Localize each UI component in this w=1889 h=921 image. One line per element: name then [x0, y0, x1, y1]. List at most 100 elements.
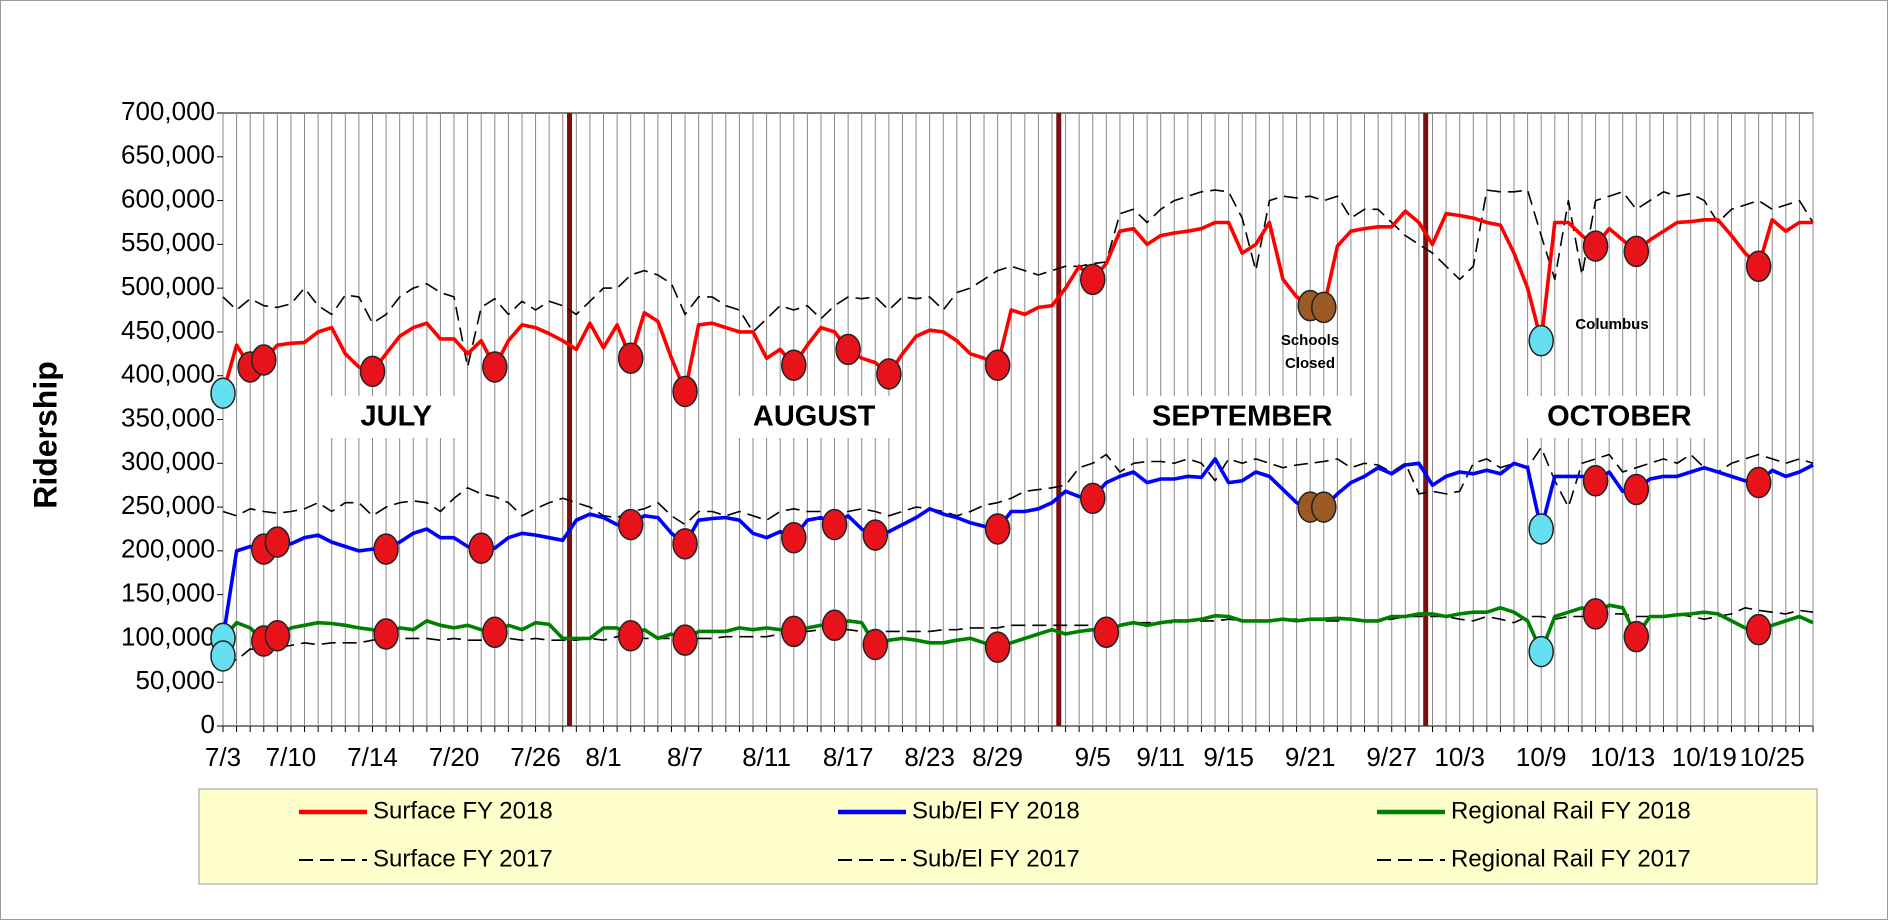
day-marker	[1582, 230, 1609, 262]
x-tick-label: 8/17	[823, 742, 874, 772]
x-tick-label: 10/25	[1740, 742, 1805, 772]
day-marker	[1079, 482, 1106, 515]
y-tick-label: 400,000	[121, 359, 215, 389]
annotation: Schools	[1281, 332, 1339, 349]
day-marker	[984, 349, 1011, 381]
y-tick-label: 50,000	[135, 665, 215, 695]
legend-label: Surface FY 2017	[373, 845, 553, 872]
y-tick-label: 200,000	[121, 534, 215, 564]
day-marker	[251, 344, 277, 376]
x-tick-label: 7/20	[429, 742, 480, 772]
month-label-box	[728, 396, 901, 438]
day-marker	[482, 351, 508, 383]
day-marker	[821, 508, 848, 541]
x-tick-label: 7/10	[266, 742, 317, 772]
day-marker	[210, 377, 236, 409]
x-tick-label: 8/29	[972, 742, 1023, 772]
day-marker	[1745, 613, 1772, 646]
y-tick-label: 100,000	[121, 621, 215, 651]
day-marker	[1582, 465, 1609, 497]
y-tick-label: 500,000	[121, 271, 215, 301]
y-tick-label: 700,000	[121, 96, 215, 126]
series-line	[222, 607, 1814, 662]
day-marker	[781, 521, 807, 554]
day-marker	[1528, 513, 1554, 545]
x-tick-label: 7/3	[205, 742, 241, 772]
day-marker	[781, 349, 807, 381]
day-marker	[835, 333, 861, 366]
month-label: AUGUST	[753, 401, 876, 433]
x-tick-label: 9/21	[1285, 742, 1336, 772]
day-marker	[1311, 291, 1337, 324]
y-tick-label: 550,000	[121, 227, 215, 257]
x-tick-label: 9/15	[1203, 742, 1254, 772]
day-marker	[1582, 598, 1609, 630]
day-marker	[210, 640, 236, 672]
x-tick-label: 7/14	[347, 742, 398, 772]
x-tick-label: 10/3	[1434, 742, 1485, 772]
day-marker	[984, 513, 1011, 545]
day-marker	[617, 620, 644, 652]
x-tick-label: 9/5	[1075, 742, 1111, 772]
x-tick-label: 10/19	[1672, 742, 1737, 772]
month-label: JULY	[361, 401, 432, 433]
month-label-box	[327, 396, 466, 438]
day-marker	[1623, 473, 1650, 506]
day-marker	[821, 609, 848, 642]
day-marker	[482, 616, 508, 649]
x-tick-label: 9/11	[1136, 742, 1185, 772]
day-marker	[373, 618, 399, 650]
y-tick-label: 250,000	[121, 490, 215, 520]
y-tick-label: 450,000	[121, 315, 215, 345]
day-marker	[1745, 466, 1772, 499]
month-label: SEPTEMBER	[1152, 401, 1333, 433]
y-tick-label: 150,000	[121, 578, 215, 608]
month-label-box	[1524, 396, 1714, 438]
day-marker	[1528, 324, 1554, 357]
x-tick-label: 8/7	[667, 742, 703, 772]
y-tick-label: 350,000	[121, 402, 215, 432]
day-marker	[672, 375, 698, 408]
x-tick-label: 10/13	[1590, 742, 1655, 772]
series-line	[222, 189, 1814, 368]
annotation: Columbus	[1575, 316, 1648, 333]
day-marker	[1623, 235, 1650, 268]
legend-label: Sub/El FY 2018	[912, 797, 1080, 824]
legend-label: Sub/El FY 2017	[912, 845, 1080, 872]
legend-label: Surface FY 2018	[373, 797, 553, 824]
day-marker	[781, 615, 807, 648]
annotation: Closed	[1285, 355, 1335, 372]
x-tick-label: 8/1	[585, 742, 621, 772]
day-marker	[862, 628, 889, 661]
x-tick-label: 8/11	[742, 742, 791, 772]
day-marker	[1093, 616, 1120, 649]
day-marker	[264, 526, 291, 558]
legend	[198, 788, 1818, 885]
y-tick-label: 600,000	[121, 183, 215, 213]
day-marker	[1079, 263, 1106, 296]
day-marker	[862, 519, 889, 551]
legend-label: Regional Rail FY 2017	[1451, 845, 1691, 872]
legend-label: Regional Rail FY 2018	[1451, 797, 1691, 824]
day-marker	[984, 631, 1011, 663]
x-tick-label: 10/9	[1516, 742, 1567, 772]
y-axis-label: Ridership	[27, 361, 63, 509]
x-tick-label: 7/26	[510, 742, 561, 772]
x-tick-label: 8/23	[904, 742, 955, 772]
day-marker	[1311, 491, 1337, 523]
x-tick-label: 9/27	[1366, 742, 1417, 772]
y-tick-label: 300,000	[121, 446, 215, 476]
day-marker	[1745, 250, 1772, 282]
month-label-box	[1130, 396, 1354, 438]
day-marker	[359, 355, 386, 388]
day-marker	[264, 620, 291, 652]
day-marker	[617, 342, 644, 374]
day-marker	[1623, 620, 1650, 653]
month-label: OCTOBER	[1547, 401, 1692, 433]
y-tick-label: 650,000	[121, 140, 215, 170]
day-marker	[373, 533, 399, 565]
day-marker	[672, 624, 698, 656]
day-marker	[468, 532, 494, 564]
day-marker	[617, 508, 644, 541]
